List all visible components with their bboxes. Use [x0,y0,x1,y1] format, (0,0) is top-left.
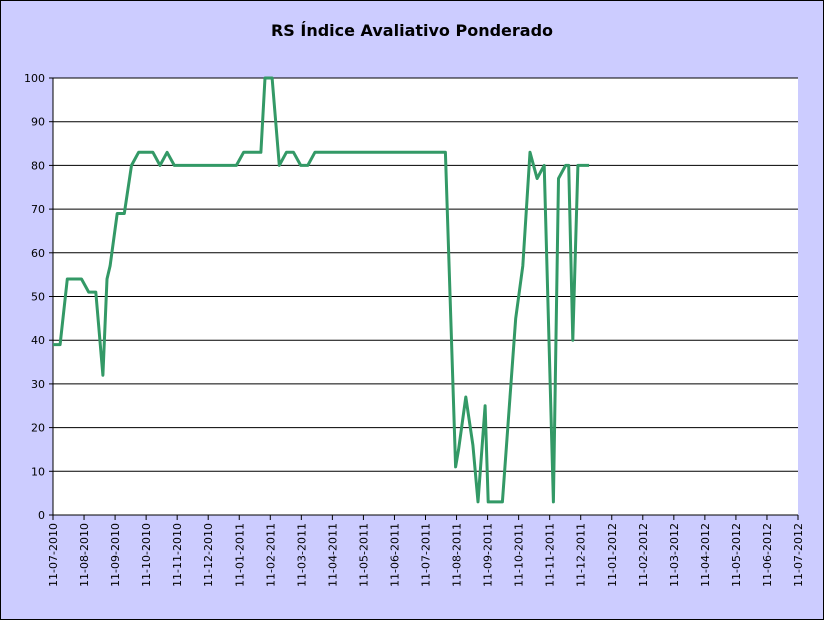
x-tick-label: 11-11-2011 [544,523,557,587]
x-tick-label: 11-08-2010 [78,523,91,587]
x-tick-label: 11-05-2011 [357,523,370,587]
x-tick-label: 11-02-2011 [264,523,277,587]
x-tick-label: 11-10-2011 [513,523,526,587]
x-tick-label: 11-07-2011 [420,523,433,587]
y-tick-label: 90 [31,116,45,129]
x-tick-label: 11-03-2011 [295,523,308,587]
series-line [53,76,590,504]
y-tick-label: 30 [31,378,45,391]
x-tick-label: 11-01-2012 [606,523,619,587]
y-axis-ticks: 0 10 20 30 40 50 60 70 80 90 100 [24,72,53,522]
x-tick-label: 11-05-2012 [730,523,743,587]
y-tick-label: 10 [31,465,45,478]
y-tick-label: 100 [24,72,45,85]
x-tick-label: 11-01-2011 [233,523,246,587]
x-tick-label: 11-11-2010 [171,523,184,587]
x-tick-label: 11-09-2011 [482,523,495,587]
y-tick-label: 60 [31,247,45,260]
y-tick-label: 50 [31,291,45,304]
x-tick-label: 11-06-2012 [761,523,774,587]
y-tick-label: 20 [31,422,45,435]
grid-lines [53,77,798,472]
x-tick-label: 11-02-2012 [637,523,650,587]
y-tick-label: 40 [31,334,45,347]
y-tick-label: 0 [38,509,45,522]
x-tick-label: 11-10-2010 [140,523,153,587]
x-tick-label: 11-04-2011 [326,523,339,587]
chart-title: RS Índice Avaliativo Ponderado [270,21,554,40]
y-tick-label: 80 [31,159,45,172]
x-tick-label: 11-12-2010 [202,523,215,587]
x-tick-label: 11-06-2011 [388,523,401,587]
x-tick-label: 11-04-2012 [699,523,712,587]
y-tick-label: 70 [31,203,45,216]
x-tick-label: 11-12-2011 [575,523,588,587]
x-tick-label: 11-07-2012 [792,523,805,587]
x-tick-label: 11-08-2011 [451,523,464,587]
x-tick-label: 11-09-2010 [109,523,122,587]
x-axis-ticks: 11-07-2010 11-08-2010 11-09-2010 11-10-2010… [47,515,805,587]
x-tick-label: 11-03-2012 [668,523,681,587]
x-tick-label: 11-07-2010 [47,523,60,587]
